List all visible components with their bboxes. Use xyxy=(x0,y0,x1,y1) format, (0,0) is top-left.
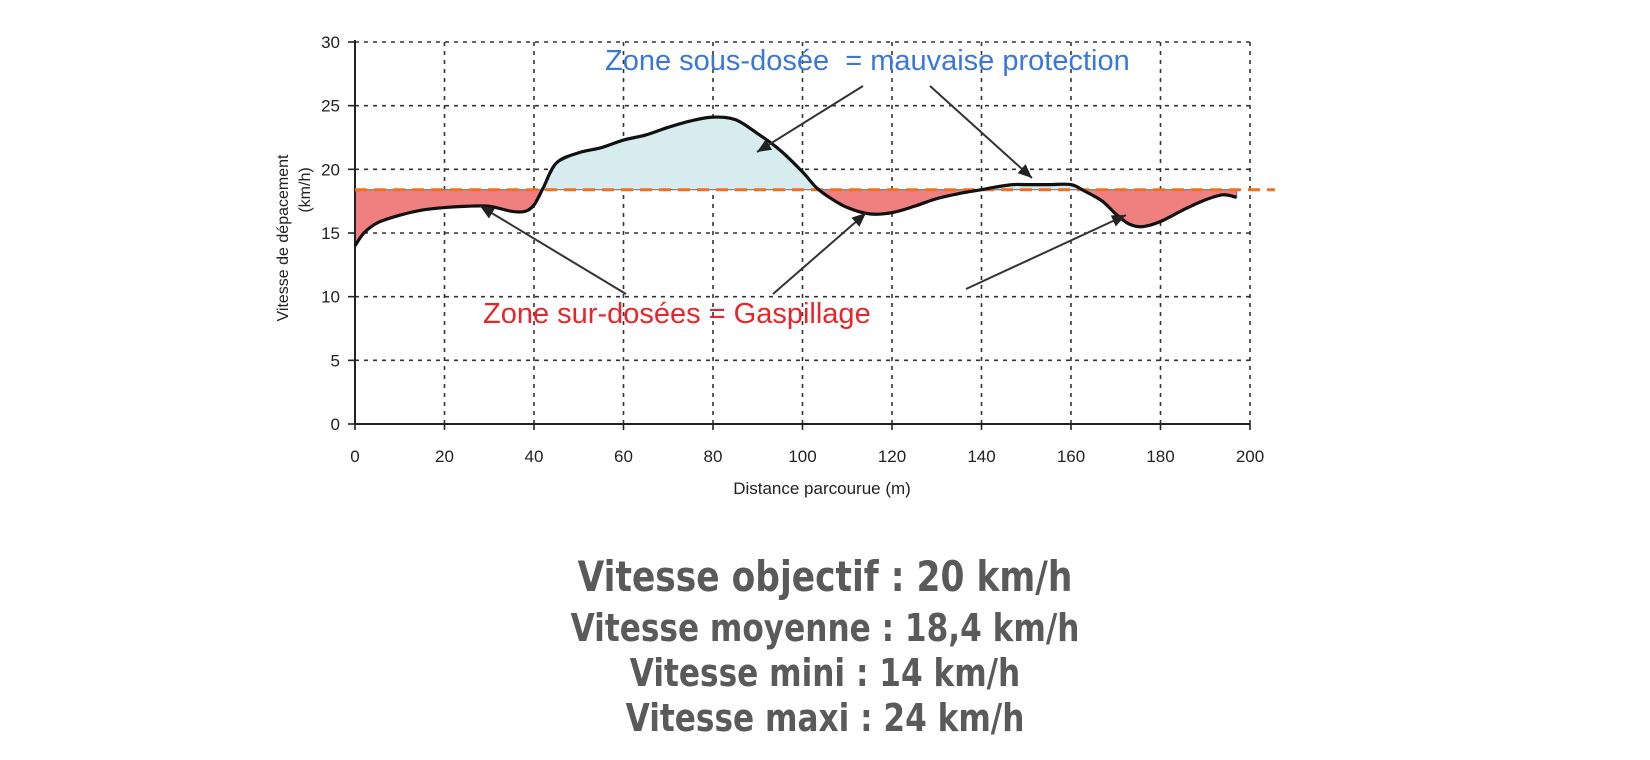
x-tick-label: 120 xyxy=(878,447,906,466)
min-speed-caption: Vitesse mini : 14 km/h xyxy=(629,651,1021,695)
arrow-head xyxy=(851,213,866,227)
over-dosed-annotation: Zone sur-dosées = Gaspillage xyxy=(483,298,871,330)
arrow-head xyxy=(1017,164,1032,178)
x-tick-label: 20 xyxy=(435,447,454,466)
y-tick-label: 20 xyxy=(321,160,340,179)
y-tick-label: 0 xyxy=(331,415,340,434)
arrow-head xyxy=(480,206,496,219)
max-speed-caption: Vitesse maxi : 24 km/h xyxy=(625,696,1025,740)
over-dosed-zone xyxy=(354,189,544,248)
speed-distance-chart: 0 20 40 60 80 100 120 140 160 180 200 0 5 10 15 20 25 30… xyxy=(275,33,1275,498)
under-dosed-annotation: Zone sous-dosée = mauvaise protection xyxy=(605,45,1130,77)
y-axis-label: Vitesse de dépacement xyxy=(275,154,292,321)
annotation-arrow xyxy=(965,214,1127,290)
y-axis-unit: (km/h) xyxy=(297,167,314,212)
y-tick-label: 15 xyxy=(321,224,340,243)
y-tick-label: 10 xyxy=(321,288,340,307)
annotation-arrow xyxy=(929,85,1033,179)
annotation-arrow xyxy=(479,205,627,295)
x-tick-label: 180 xyxy=(1146,447,1174,466)
x-tick-label: 40 xyxy=(525,447,544,466)
x-axis-label: Distance parcourue (m) xyxy=(733,479,911,498)
chart-axes xyxy=(348,40,1251,430)
speed-series-line xyxy=(353,115,1237,247)
y-tick-label: 30 xyxy=(321,33,340,52)
x-tick-labels: 0 20 40 60 80 100 120 140 160 180 200 xyxy=(350,447,1264,466)
x-tick-label: 140 xyxy=(967,447,995,466)
annotation-arrow xyxy=(756,85,864,153)
y-tick-labels: 0 5 10 15 20 25 30 xyxy=(321,33,340,434)
x-tick-label: 80 xyxy=(704,447,723,466)
under-dosed-zone xyxy=(541,116,822,191)
average-speed-caption: Vitesse moyenne : 18,4 km/h xyxy=(570,606,1080,650)
arrow-head xyxy=(757,139,773,152)
x-tick-label: 0 xyxy=(350,447,359,466)
target-speed-caption: Vitesse objectif : 20 km/h xyxy=(577,552,1073,601)
chart-grid xyxy=(355,41,1251,424)
x-tick-label: 100 xyxy=(788,447,816,466)
x-tick-label: 60 xyxy=(614,447,633,466)
y-tick-label: 5 xyxy=(331,351,340,370)
annotation-arrows xyxy=(479,85,1127,295)
annotation-arrow xyxy=(772,212,867,295)
y-tick-label: 25 xyxy=(321,97,340,116)
x-tick-label: 160 xyxy=(1057,447,1085,466)
x-tick-label: 200 xyxy=(1236,447,1264,466)
arrow-head xyxy=(1110,215,1126,227)
zone-fills xyxy=(354,116,1238,248)
